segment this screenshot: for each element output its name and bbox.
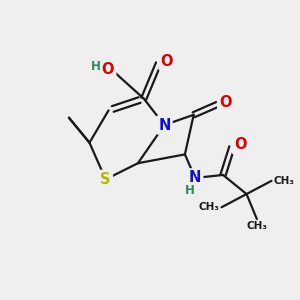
Text: CH₃: CH₃ xyxy=(246,221,267,231)
Text: O: O xyxy=(234,137,246,152)
Text: O: O xyxy=(102,62,114,77)
Text: N: N xyxy=(189,170,201,185)
Text: CH₃: CH₃ xyxy=(274,176,295,186)
Text: O: O xyxy=(160,53,173,68)
Text: H: H xyxy=(90,60,100,73)
Text: O: O xyxy=(219,94,232,110)
Text: N: N xyxy=(158,118,170,133)
Text: S: S xyxy=(100,172,111,187)
Text: H: H xyxy=(185,184,195,197)
Text: CH₃: CH₃ xyxy=(198,202,219,212)
